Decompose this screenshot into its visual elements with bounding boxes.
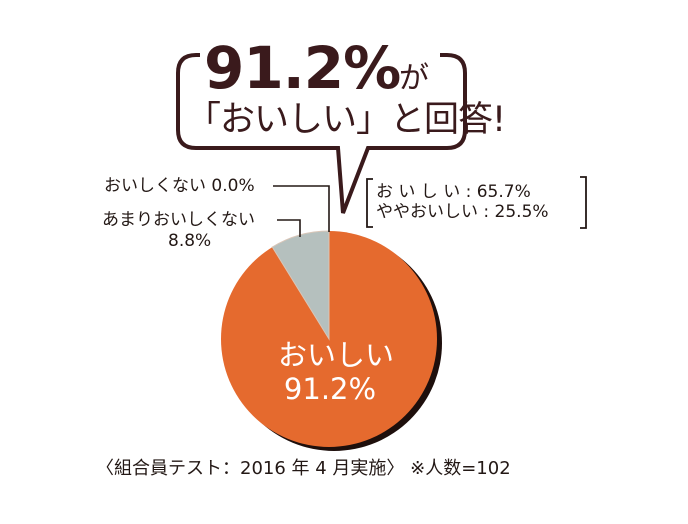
label-not-very-tasty: あまりおいしくない (102, 210, 255, 230)
label-not-tasty: おいしくない 0.0% (104, 176, 255, 196)
leader-line-not-very-tasty (277, 219, 301, 237)
headline-particle: が (399, 61, 429, 96)
label-somewhat-tasty-breakdown: ややおいしい : 25.5% (376, 202, 549, 222)
leader-line-not-tasty (273, 185, 330, 232)
bracket-right (580, 176, 587, 229)
label-tasty-breakdown: お い し い : 65.7% (376, 182, 531, 202)
speech-bubble (176, 53, 467, 214)
pie-main-label: おいしい (277, 338, 394, 372)
label-not-very-tasty-value: 8.8% (168, 231, 212, 251)
headline-percent: 91.2% (204, 34, 401, 102)
footer-note: 〈組合員テスト：2016 年 4 月実施〉 ※人数=102 (96, 458, 511, 479)
bracket-left (366, 178, 373, 228)
headline-subtitle: 「おいしい」と回答! (186, 100, 506, 140)
pie-main-value: 91.2% (283, 372, 377, 406)
